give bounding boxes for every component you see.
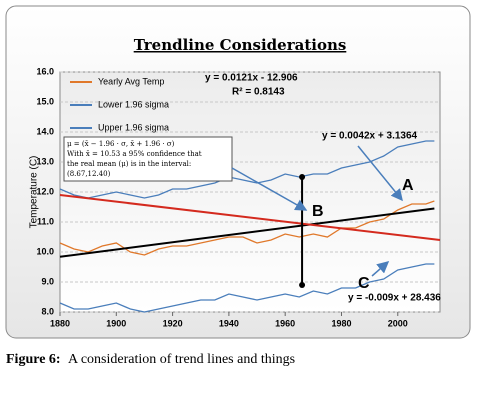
y-tick-label: 12.0 — [36, 186, 54, 196]
legend-label: Upper 1.96 sigma — [98, 122, 169, 132]
x-tick-label: 1940 — [219, 318, 239, 328]
arrow — [231, 167, 308, 211]
point-label: C — [358, 275, 370, 292]
y-tick-label: 16.0 — [36, 66, 54, 76]
formula: μ = (x̄ − 1.96 · σ, x̄ + 1.96 · σ) — [67, 140, 175, 148]
legend-label: Lower 1.96 sigma — [98, 99, 169, 109]
formula: the real mean (μ) is in the interval: — [67, 160, 191, 168]
series-line — [59, 200, 435, 256]
formula: With x̄ = 10.53 a 95% confidence that — [67, 150, 202, 158]
point-label: A — [402, 177, 414, 194]
formula-box — [63, 136, 233, 182]
equation: y = 0.0042x + 3.1364 — [322, 131, 418, 142]
series-line — [59, 140, 435, 199]
arrow — [357, 145, 403, 202]
y-tick-label: 13.0 — [36, 156, 54, 166]
arrow — [371, 261, 390, 277]
equation: y = 0.0121x - 12.906 — [205, 73, 298, 84]
trendline — [59, 194, 441, 241]
y-tick-label: 9.0 — [41, 276, 54, 286]
point-label: B — [312, 203, 324, 220]
x-tick-label: 1980 — [331, 318, 351, 328]
formula: (8.67,12.40) — [67, 170, 111, 178]
trendline — [59, 207, 435, 258]
interval-end — [299, 174, 306, 180]
plot: 8.0 9.0 10.0 11.0 12.0 13.0 14.0 15.0 16.0 1880 19… — [36, 66, 441, 328]
series-line — [59, 263, 435, 313]
interval-end — [299, 282, 306, 288]
y-tick-label: 8.0 — [41, 306, 54, 316]
chart-title: Trendline Considerations — [134, 36, 347, 54]
caption-label: Figure 6: — [6, 352, 61, 367]
y-tick-label: 14.0 — [36, 126, 54, 136]
x-tick-label: 2000 — [388, 318, 408, 328]
x-tick-label: 1960 — [275, 318, 295, 328]
equation: y = -0.009x + 28.436 — [348, 293, 441, 304]
legend-label: Yearly Avg Temp — [98, 76, 164, 86]
y-tick-label: 15.0 — [36, 96, 54, 106]
x-tick-label: 1900 — [106, 318, 126, 328]
y-tick-label: 11.0 — [37, 216, 54, 226]
x-tick-label: 1880 — [50, 318, 70, 328]
x-tick-label: 1920 — [163, 318, 183, 328]
y-tick-label: 10.0 — [36, 246, 54, 256]
caption-text: A consideration of trend lines and thing… — [68, 352, 295, 367]
y-axis-label: Temperature (C) — [29, 156, 40, 229]
equation: R² = 0.8143 — [232, 87, 285, 98]
